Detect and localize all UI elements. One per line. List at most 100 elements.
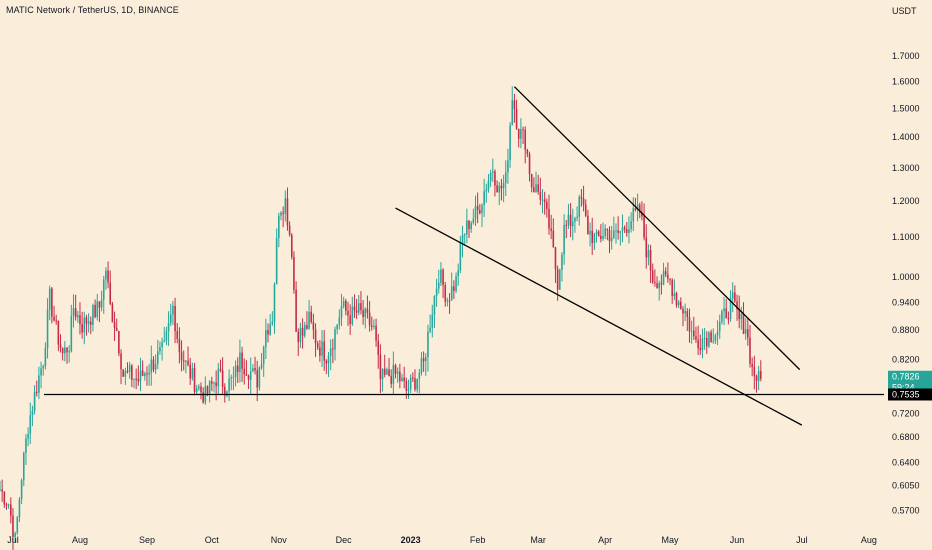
candle-down bbox=[412, 377, 414, 379]
candle-up bbox=[708, 332, 710, 347]
candle-down bbox=[543, 199, 546, 203]
candle-down bbox=[306, 325, 308, 329]
candle-down bbox=[660, 283, 663, 285]
candle-up bbox=[457, 270, 460, 277]
candle-up bbox=[275, 238, 278, 285]
candle-up bbox=[604, 228, 606, 236]
candle-up bbox=[502, 182, 505, 189]
candle-down bbox=[638, 204, 641, 213]
candle-up bbox=[684, 311, 686, 314]
candle-up bbox=[690, 330, 693, 332]
candle-up bbox=[351, 306, 354, 325]
candle-up bbox=[535, 184, 537, 193]
candle-down bbox=[243, 368, 246, 375]
candle-up bbox=[100, 299, 103, 308]
candle-up bbox=[483, 191, 485, 205]
candle-up bbox=[148, 372, 150, 375]
candle-down bbox=[634, 208, 637, 210]
candle-up bbox=[133, 378, 135, 380]
candle-up bbox=[621, 227, 624, 232]
candle-down bbox=[751, 364, 753, 367]
candle-down bbox=[537, 184, 539, 192]
candle-down bbox=[710, 332, 712, 342]
candle-down bbox=[236, 365, 239, 372]
candle-down bbox=[115, 328, 118, 332]
candle-up bbox=[723, 308, 725, 312]
candle-down bbox=[747, 329, 749, 338]
candle-down bbox=[692, 330, 695, 337]
candle-up bbox=[628, 228, 630, 233]
x-tick-label: 2023 bbox=[401, 535, 421, 545]
candle-down bbox=[293, 256, 295, 290]
candle-down bbox=[528, 153, 531, 174]
candle-down bbox=[141, 370, 144, 376]
candle-up bbox=[463, 234, 466, 236]
candle-down bbox=[297, 331, 300, 342]
candle-up bbox=[701, 338, 704, 351]
candle-up bbox=[673, 293, 676, 297]
y-tick-label: 1.4000 bbox=[892, 132, 920, 142]
candle-up bbox=[401, 377, 403, 382]
candle-up bbox=[87, 321, 90, 324]
candle-down bbox=[325, 360, 328, 364]
candle-up bbox=[260, 364, 263, 368]
candle-down bbox=[734, 292, 736, 302]
candle-down bbox=[10, 504, 12, 516]
candle-up bbox=[280, 212, 282, 216]
x-tick-label: May bbox=[662, 535, 680, 545]
candle-up bbox=[0, 489, 1, 491]
candle-down bbox=[332, 348, 334, 350]
candle-up bbox=[46, 309, 49, 349]
candle-up bbox=[595, 231, 598, 234]
candle-up bbox=[610, 237, 613, 242]
candle-down bbox=[219, 368, 222, 371]
candle-down bbox=[111, 303, 114, 323]
candle-down bbox=[608, 230, 611, 242]
candle-down bbox=[664, 271, 667, 275]
candle-up bbox=[64, 347, 66, 354]
x-tick-label: Dec bbox=[336, 535, 353, 545]
candle-up bbox=[342, 300, 345, 307]
candle-up bbox=[159, 346, 161, 352]
candle-up bbox=[613, 230, 615, 238]
candle-down bbox=[174, 305, 176, 332]
candle-down bbox=[316, 343, 319, 348]
candle-up bbox=[336, 324, 338, 330]
candle-up bbox=[27, 434, 29, 439]
candle-down bbox=[221, 370, 224, 387]
candle-down bbox=[643, 216, 645, 238]
candle-up bbox=[647, 250, 650, 258]
candle-down bbox=[178, 338, 181, 353]
candle-down bbox=[405, 381, 408, 391]
candle-up bbox=[729, 298, 732, 319]
candle-up bbox=[165, 331, 168, 341]
candle-up bbox=[427, 331, 429, 358]
candle-down bbox=[282, 212, 284, 214]
y-tick-label: 1.7000 bbox=[892, 51, 920, 61]
y-tick-label: 1.2000 bbox=[892, 196, 920, 206]
candle-up bbox=[437, 282, 440, 289]
candle-down bbox=[556, 269, 559, 290]
candle-up bbox=[632, 208, 635, 222]
candle-down bbox=[513, 100, 516, 110]
candle-up bbox=[128, 365, 131, 372]
candle-down bbox=[288, 225, 291, 235]
candle-up bbox=[18, 499, 21, 518]
candle-down bbox=[137, 378, 140, 382]
candle-up bbox=[472, 218, 475, 223]
candle-down bbox=[131, 365, 133, 380]
candle-up bbox=[29, 415, 32, 435]
candle-up bbox=[139, 370, 142, 382]
candle-down bbox=[625, 229, 628, 233]
candle-down bbox=[725, 308, 728, 319]
candle-up bbox=[578, 196, 581, 218]
candle-down bbox=[399, 371, 401, 382]
candle-down bbox=[688, 317, 691, 332]
candle-up bbox=[258, 367, 261, 388]
candle-down bbox=[539, 191, 542, 200]
candle-down bbox=[422, 358, 425, 362]
candle-up bbox=[381, 368, 384, 380]
candle-down bbox=[1, 489, 3, 492]
candle-up bbox=[440, 269, 442, 283]
